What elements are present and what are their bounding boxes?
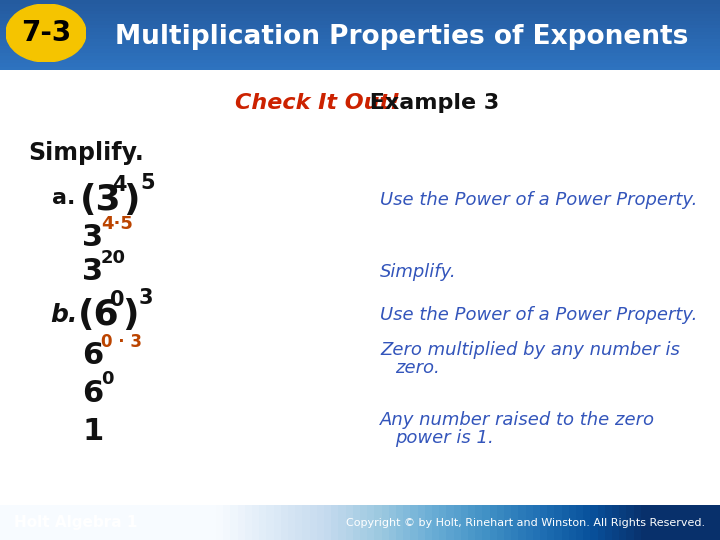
Text: 20: 20	[101, 249, 126, 267]
Text: power is 1.: power is 1.	[395, 429, 494, 447]
Text: (6: (6	[78, 298, 120, 332]
Bar	[0, 59, 720, 63]
Bar	[0, 17, 720, 21]
Bar	[0, 63, 720, 66]
Text: 3: 3	[82, 224, 103, 253]
Bar	[0, 10, 720, 14]
Text: Use the Power of a Power Property.: Use the Power of a Power Property.	[380, 191, 698, 209]
Text: Zero multiplied by any number is: Zero multiplied by any number is	[380, 341, 680, 359]
Bar	[0, 35, 720, 38]
Text: 4: 4	[112, 175, 127, 195]
Bar	[0, 31, 720, 35]
Bar	[0, 66, 720, 70]
Text: 3: 3	[139, 288, 153, 308]
Bar	[0, 42, 720, 45]
Text: Copyright © by Holt, Rinehart and Winston. All Rights Reserved.: Copyright © by Holt, Rinehart and Winsto…	[346, 517, 706, 528]
Text: Example 3: Example 3	[362, 93, 499, 113]
Text: 6: 6	[82, 379, 103, 408]
Text: Any number raised to the zero: Any number raised to the zero	[380, 411, 655, 429]
Bar	[0, 28, 720, 31]
Text: zero.: zero.	[395, 359, 440, 377]
Text: Use the Power of a Power Property.: Use the Power of a Power Property.	[380, 306, 698, 324]
Text: Simplify.: Simplify.	[28, 141, 144, 165]
Ellipse shape	[6, 4, 86, 62]
Text: ): )	[123, 183, 140, 217]
Text: 6: 6	[82, 341, 103, 370]
Text: Multiplication Properties of Exponents: Multiplication Properties of Exponents	[115, 24, 688, 50]
Bar	[0, 56, 720, 59]
Text: 3: 3	[82, 258, 103, 287]
Bar	[0, 49, 720, 52]
Text: Simplify.: Simplify.	[380, 263, 456, 281]
Text: 7-3: 7-3	[21, 19, 71, 47]
Text: Check It Out!: Check It Out!	[235, 93, 400, 113]
Text: 0: 0	[101, 370, 114, 388]
Text: 1: 1	[82, 417, 103, 447]
Text: 0 · 3: 0 · 3	[101, 333, 142, 351]
Text: b.: b.	[50, 303, 77, 327]
Bar	[0, 24, 720, 28]
Text: a.: a.	[52, 188, 76, 208]
Text: Holt Algebra 1: Holt Algebra 1	[14, 515, 138, 530]
Bar	[0, 38, 720, 42]
Text: 4·5: 4·5	[101, 215, 133, 233]
Text: 0: 0	[110, 290, 125, 310]
Bar	[0, 52, 720, 56]
Bar	[0, 3, 720, 7]
Text: ): )	[122, 298, 138, 332]
Text: (3: (3	[80, 183, 122, 217]
Bar	[0, 0, 720, 3]
Text: 5: 5	[140, 173, 155, 193]
Bar	[0, 7, 720, 10]
Bar	[0, 45, 720, 49]
Bar	[0, 21, 720, 24]
Bar	[0, 14, 720, 17]
